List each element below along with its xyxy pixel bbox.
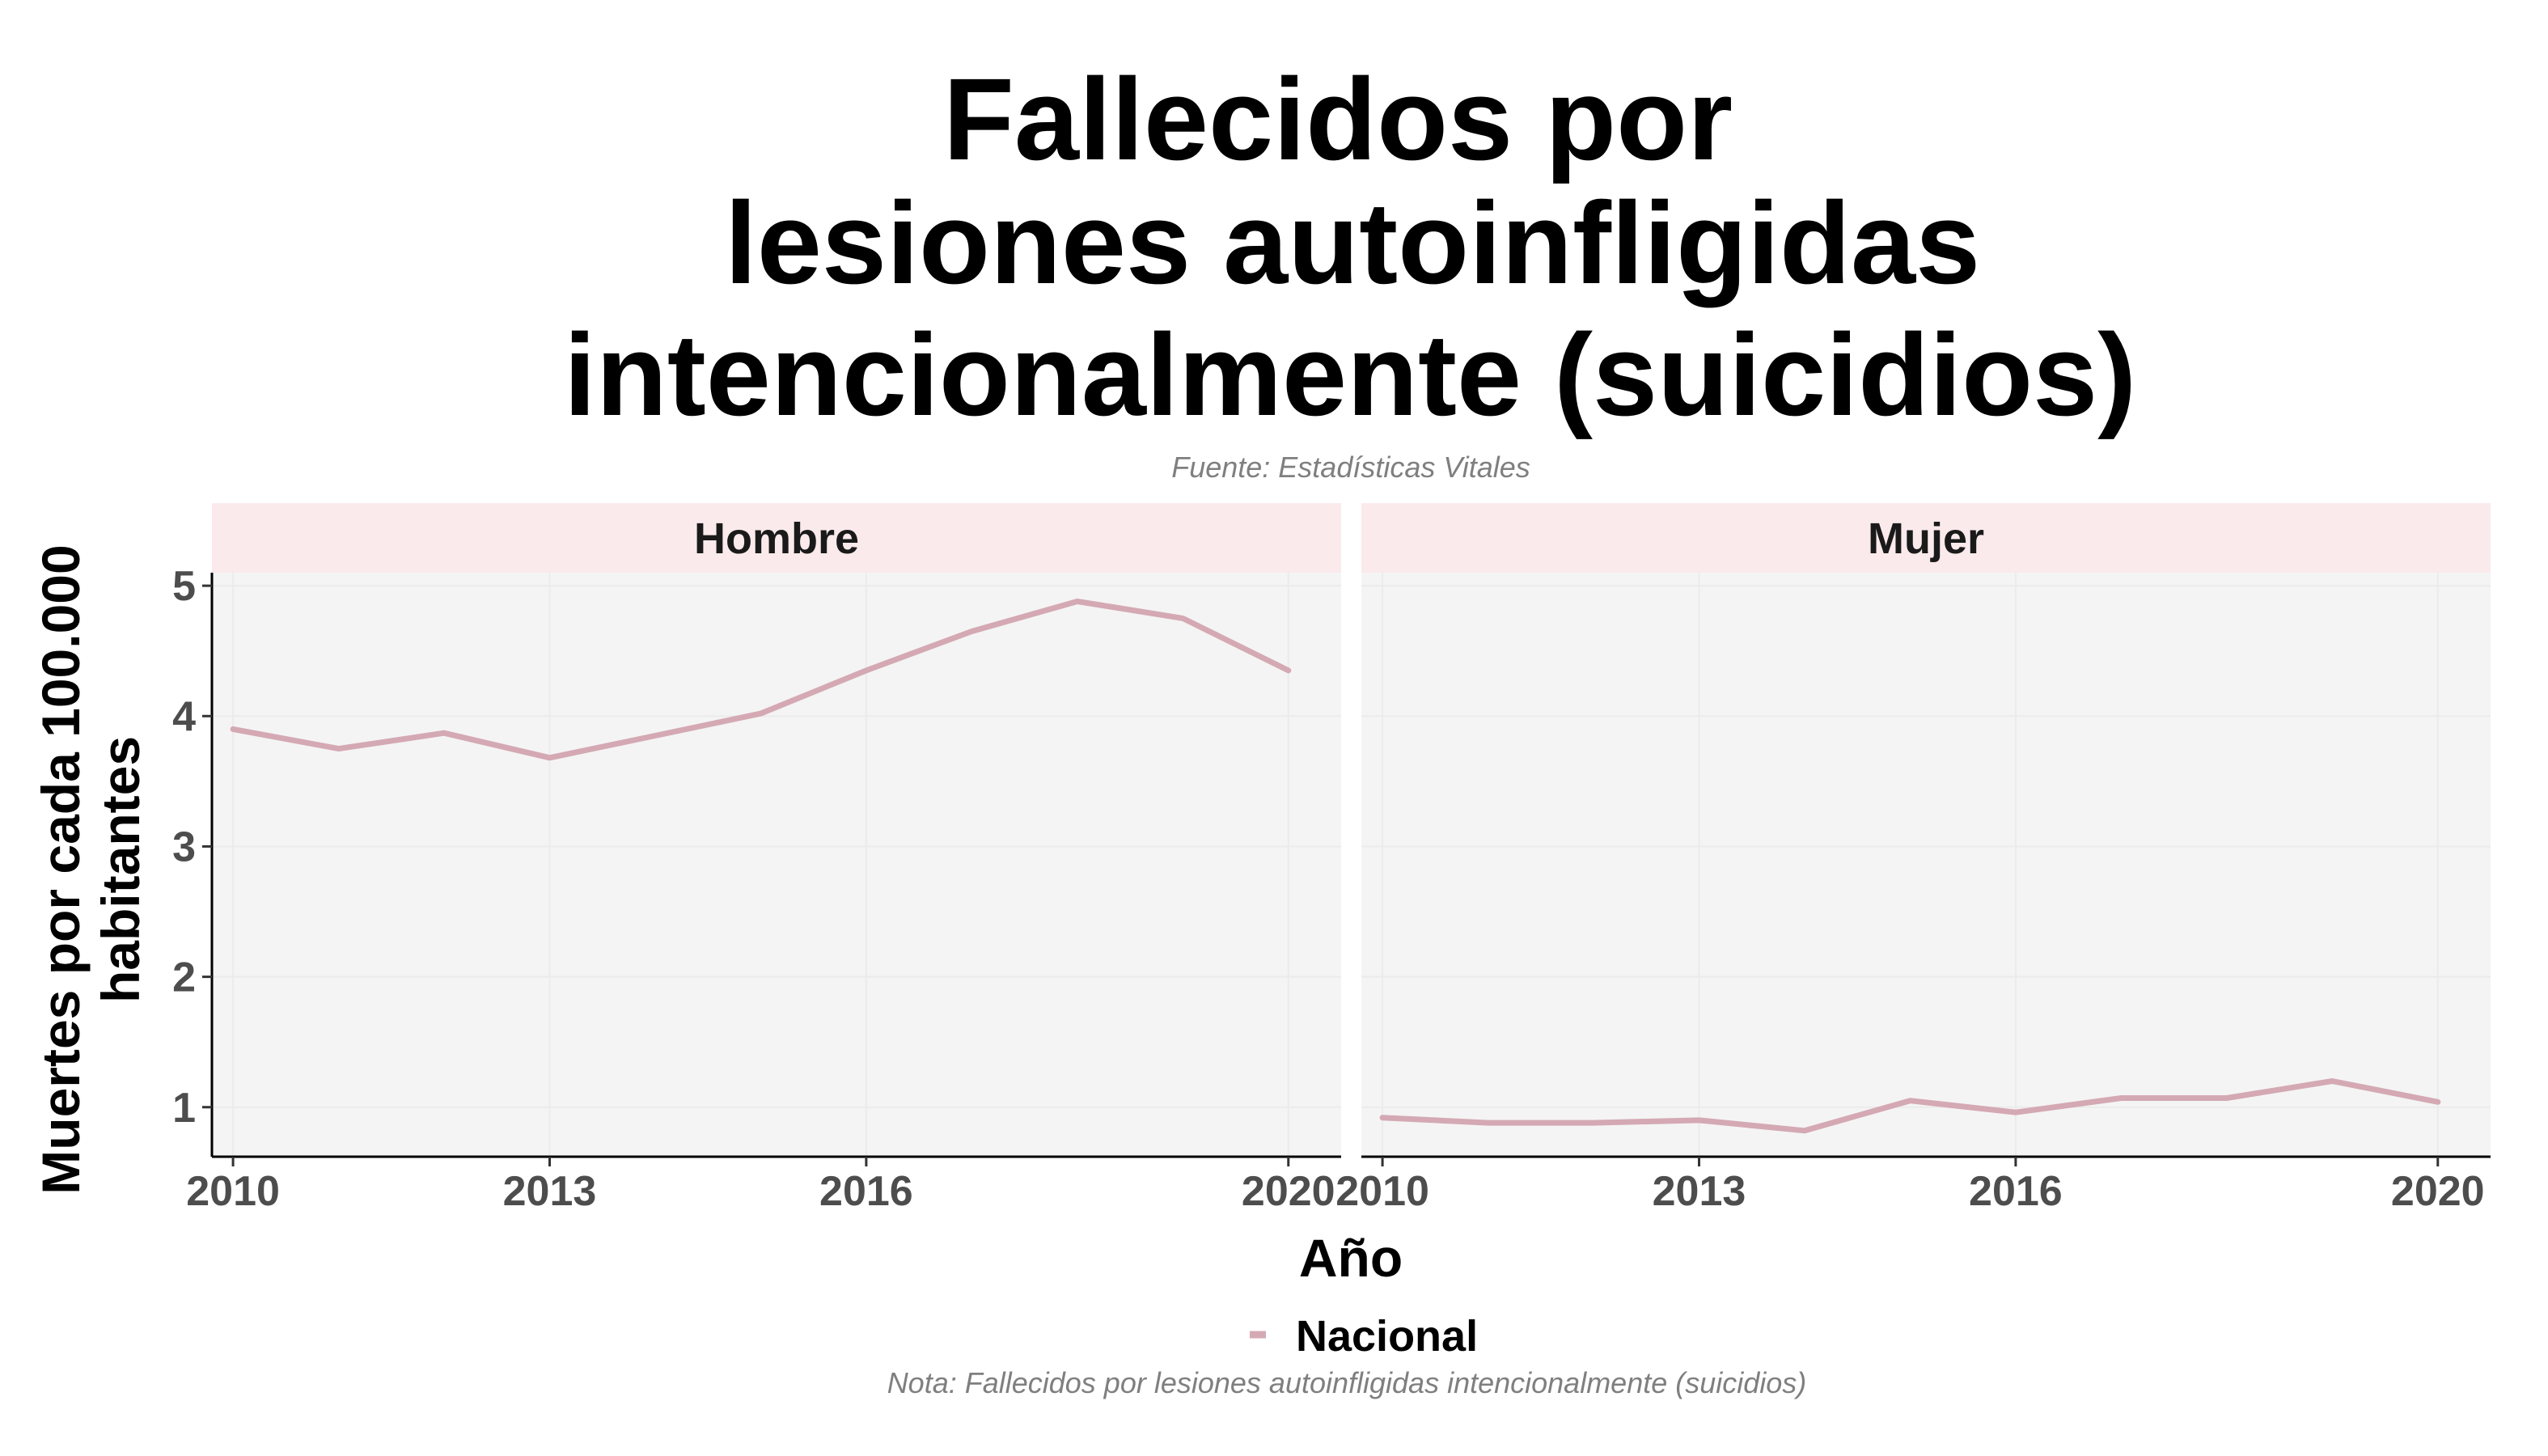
series-line-nacional-hombre [230, 599, 1292, 761]
chart-caption: Nota: Fallecidos por lesiones autoinflig… [887, 1366, 1807, 1399]
y-ticks-hombre: 1 2 3 4 5 [172, 563, 212, 1132]
y-axis-title-line-1: Muertes por cada 100.000 [31, 544, 91, 1194]
legend: Nacional [1250, 1312, 1478, 1361]
panel-hombre: Hombre 1 2 3 4 5 2010 2013 2016 2020 [172, 503, 1341, 1215]
strip-label-mujer: Mujer [1868, 514, 1984, 563]
x-tick-label-mujer-2020: 2020 [2391, 1168, 2485, 1215]
gridlines-mujer [1361, 573, 2491, 1157]
y-tick-label-4: 4 [172, 693, 196, 740]
y-tick-label-3: 3 [172, 823, 196, 870]
y-tick-label-2: 2 [172, 954, 196, 1001]
legend-label-nacional: Nacional [1296, 1312, 1478, 1361]
y-axis-title: Muertes por cada 100.000 habitantes [31, 544, 150, 1194]
strip-mujer [1361, 503, 2491, 573]
plot-area-hombre [212, 573, 1341, 1157]
plot-area-mujer [1361, 573, 2491, 1157]
title-line-2: lesiones autoinfligidas [725, 178, 1980, 308]
x-tick-label-mujer-2010: 2010 [1335, 1168, 1429, 1215]
y-tick-label-5: 5 [172, 563, 196, 610]
title-line-3: intencionalmente (suicidios) [564, 310, 2136, 440]
y-axis-title-line-2: habitantes [91, 736, 150, 1003]
strip-hombre [212, 503, 1341, 573]
x-tick-label-hombre-2013: 2013 [503, 1168, 597, 1215]
x-tick-label-mujer-2016: 2016 [1969, 1168, 2063, 1215]
x-tick-label-mujer-2013: 2013 [1653, 1168, 1746, 1215]
x-tick-label-hombre-2016: 2016 [819, 1168, 913, 1215]
x-axis-title: Año [1299, 1228, 1403, 1288]
x-tick-label-hombre-2010: 2010 [186, 1168, 280, 1215]
x-ticks-mujer: 2010 2013 2016 2020 [1335, 1157, 2485, 1215]
x-tick-label-hombre-2020: 2020 [1242, 1168, 1335, 1215]
strip-label-hombre: Hombre [694, 514, 859, 563]
title-line-1: Fallecidos por [943, 54, 1733, 184]
chart-subtitle: Fuente: Estadísticas Vitales [1171, 451, 1530, 484]
panel-mujer: Mujer 2010 2013 2016 2020 [1335, 503, 2491, 1215]
x-ticks-hombre: 2010 2013 2016 2020 [186, 1157, 1335, 1215]
chart-title: Fallecidos por lesiones autoinfligidas i… [564, 54, 2136, 440]
series-line-nacional-mujer [1379, 1078, 2441, 1134]
y-tick-label-1: 1 [172, 1085, 196, 1132]
